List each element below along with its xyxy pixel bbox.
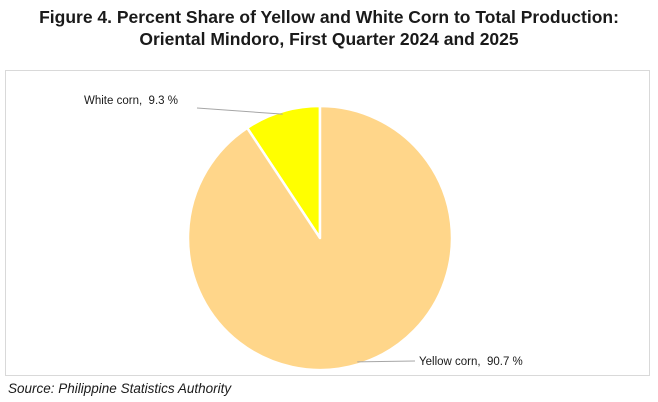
pie-chart: White corn, 9.3 % Yellow corn, 90.7 % [84, 95, 523, 372]
pie-slice-white-corn [245, 104, 322, 240]
chart-title-line-1: Figure 4. Percent Share of Yellow and Wh… [39, 7, 619, 27]
leader-line-yellow-corn [357, 360, 416, 363]
source-note: Source: Philippine Statistics Authority [8, 381, 232, 396]
pie-slice-yellow-corn [186, 104, 454, 372]
chart-area: White corn, 9.3 % Yellow corn, 90.7 % [5, 70, 650, 376]
data-label-yellow-corn: Yellow corn, 90.7 % [419, 356, 523, 368]
chart-title-line-2: Oriental Mindoro, First Quarter 2024 and… [139, 29, 519, 49]
data-labels: White corn, 9.3 % Yellow corn, 90.7 % [84, 95, 523, 368]
leader-lines [196, 107, 416, 363]
leader-line-white-corn [196, 107, 283, 115]
pie-slices [186, 104, 454, 372]
data-label-white-corn: White corn, 9.3 % [84, 95, 178, 107]
chart-title: Figure 4. Percent Share of Yellow and Wh… [0, 6, 658, 50]
